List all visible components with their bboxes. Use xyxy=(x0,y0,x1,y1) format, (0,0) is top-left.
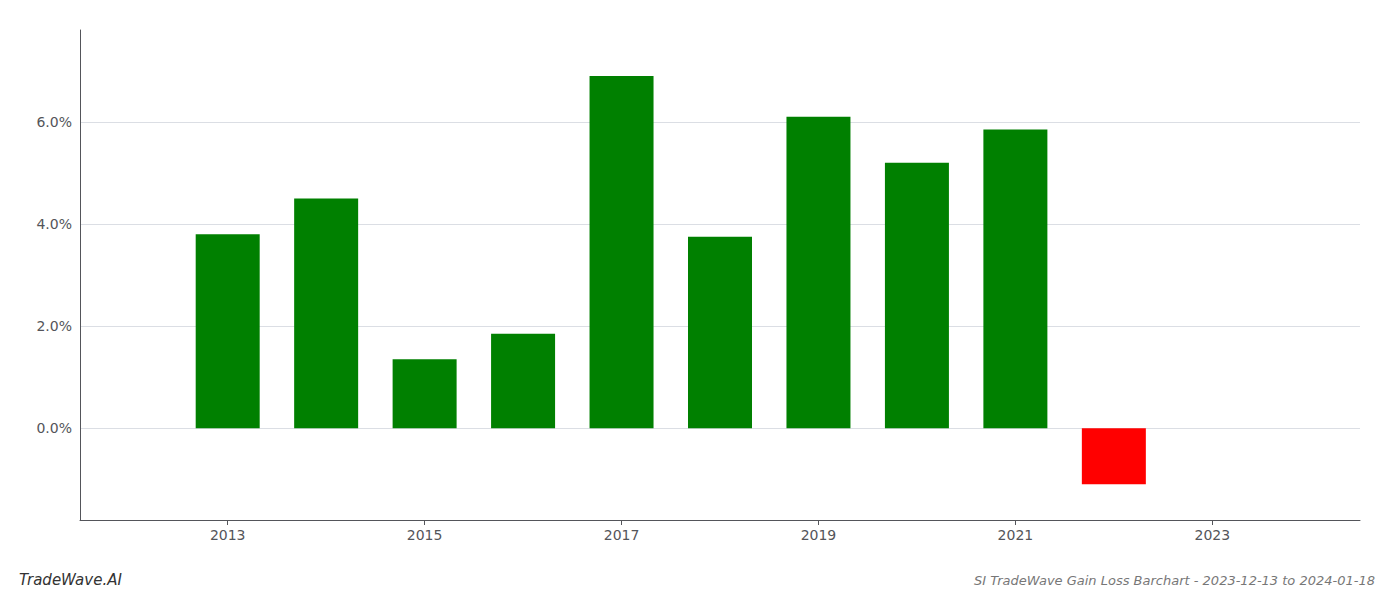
svg-text:SI TradeWave Gain Loss Barchar: SI TradeWave Gain Loss Barchart - 2023-1… xyxy=(974,573,1375,588)
svg-text:2019: 2019 xyxy=(801,527,837,543)
svg-text:6.0%: 6.0% xyxy=(36,114,72,130)
svg-text:2.0%: 2.0% xyxy=(36,318,72,334)
svg-text:TradeWave.AI: TradeWave.AI xyxy=(19,571,122,589)
svg-text:2021: 2021 xyxy=(998,527,1034,543)
svg-text:2023: 2023 xyxy=(1194,527,1230,543)
svg-text:4.0%: 4.0% xyxy=(36,216,72,232)
svg-text:2017: 2017 xyxy=(604,527,640,543)
svg-text:2013: 2013 xyxy=(210,527,246,543)
svg-text:0.0%: 0.0% xyxy=(36,420,72,436)
svg-text:2015: 2015 xyxy=(407,527,443,543)
